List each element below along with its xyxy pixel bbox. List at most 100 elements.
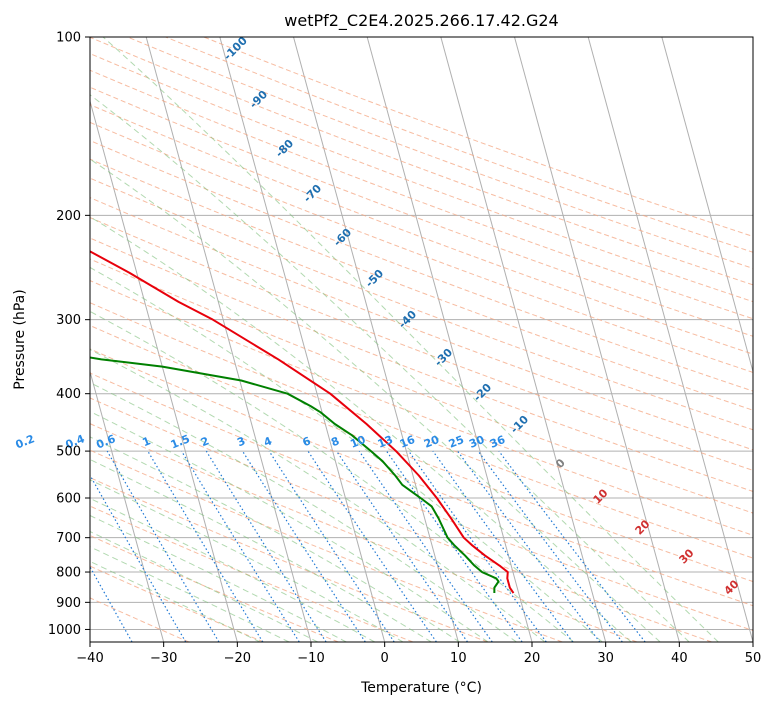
dry-adiabat bbox=[90, 597, 190, 642]
dry-adiabat bbox=[90, 280, 753, 536]
x-tick-label: 10 bbox=[450, 651, 467, 666]
mixing-ratio-line bbox=[457, 450, 601, 642]
mixing-ratio-line bbox=[336, 450, 468, 642]
moist-adiabat bbox=[90, 94, 690, 642]
mixing-ratio-label: 30 bbox=[467, 433, 486, 451]
mixing-ratio-line bbox=[147, 450, 264, 642]
dry-adiabat bbox=[90, 86, 753, 337]
y-axis-label: Pressure (hPa) bbox=[12, 289, 28, 389]
mixing-ratio-label: 16 bbox=[398, 433, 417, 451]
moist-adiabat-label: 10 bbox=[591, 486, 611, 506]
isotherm-line bbox=[440, 37, 607, 642]
isotherm-line bbox=[219, 37, 386, 642]
moist-adiabat bbox=[90, 410, 489, 642]
dry-adiabat bbox=[90, 477, 488, 642]
y-tick-label: 500 bbox=[56, 445, 81, 460]
mixing-ratio-line bbox=[0, 451, 82, 642]
y-tick-label: 400 bbox=[56, 387, 81, 402]
moist-adiabat bbox=[90, 310, 574, 642]
mixing-ratio-label: 0.6 bbox=[94, 432, 117, 451]
dewpoint-profile-line bbox=[90, 356, 500, 594]
isotherm-line bbox=[293, 37, 459, 642]
mixing-ratio-label: 4 bbox=[262, 434, 274, 449]
moist-adiabat-label: 0 bbox=[553, 456, 568, 471]
mixing-ratio-line bbox=[90, 565, 133, 642]
dry-adiabat bbox=[90, 397, 712, 642]
dry-adiabat bbox=[90, 258, 753, 514]
dry-adiabat bbox=[90, 37, 753, 286]
mixing-ratio-label: 36 bbox=[488, 433, 507, 451]
x-tick-label: −30 bbox=[150, 651, 177, 666]
moist-adiabat bbox=[90, 382, 517, 642]
dry-adiabat bbox=[90, 237, 753, 492]
dry-adiabat bbox=[90, 217, 753, 471]
dry-adiabat bbox=[90, 104, 753, 355]
grid-layer bbox=[90, 37, 753, 642]
dry-adiabat-label: -10 bbox=[508, 413, 531, 436]
mixing-ratio-line bbox=[106, 450, 220, 642]
dry-adiabat bbox=[90, 534, 339, 642]
y-tick-label: 800 bbox=[56, 566, 81, 581]
moist-adiabat bbox=[90, 560, 261, 642]
dry-adiabat-label: -20 bbox=[471, 381, 494, 404]
mixing-ratio-label: 20 bbox=[422, 433, 441, 451]
y-tick-label: 900 bbox=[56, 596, 81, 611]
y-tick-label: 1000 bbox=[48, 623, 81, 638]
mixing-ratio-line bbox=[205, 450, 327, 642]
x-tick-label: −10 bbox=[297, 651, 324, 666]
dry-adiabat-label: -40 bbox=[396, 308, 419, 331]
dry-adiabat bbox=[90, 449, 563, 642]
mixing-ratio-line bbox=[477, 450, 623, 642]
temperature-profile-line bbox=[90, 250, 515, 594]
x-tick-label: 0 bbox=[381, 651, 389, 666]
moist-adiabat bbox=[90, 216, 632, 642]
dry-adiabat bbox=[90, 348, 753, 607]
dry-adiabat-label: -70 bbox=[301, 182, 324, 205]
dry-adiabat bbox=[90, 324, 753, 583]
isotherm-line bbox=[514, 37, 680, 642]
dry-adiabat bbox=[90, 505, 414, 642]
x-tick-label: 50 bbox=[745, 651, 762, 666]
moist-adiabat bbox=[90, 514, 347, 642]
plot-frame bbox=[89, 36, 754, 643]
background-lines bbox=[0, 37, 753, 642]
mixing-ratio-label: 0.2 bbox=[14, 432, 37, 451]
dry-adiabat bbox=[90, 372, 753, 632]
dry-adiabat bbox=[127, 37, 753, 269]
y-tick-label: 100 bbox=[56, 31, 81, 46]
x-tick-label: −20 bbox=[224, 651, 251, 666]
moist-adiabat bbox=[102, 37, 719, 642]
moist-adiabat bbox=[90, 436, 460, 642]
x-tick-label: 40 bbox=[671, 651, 688, 666]
mixing-ratio-label: 3 bbox=[235, 434, 247, 449]
mixing-ratio-line bbox=[307, 450, 437, 642]
x-axis-label: Temperature (°C) bbox=[360, 680, 482, 696]
moist-adiabat bbox=[90, 458, 432, 642]
dry-adiabat bbox=[90, 69, 753, 320]
mixing-ratio-label: 1.5 bbox=[169, 432, 192, 451]
mixing-ratio-line bbox=[242, 450, 366, 642]
mixing-ratio-line bbox=[432, 450, 574, 642]
dry-adiabat bbox=[90, 53, 753, 303]
x-tick-label: −40 bbox=[76, 651, 103, 666]
dry-adiabat bbox=[90, 140, 753, 392]
y-tick-label: 300 bbox=[56, 313, 81, 328]
x-tick-label: 20 bbox=[524, 651, 541, 666]
axes: −40 −30 −20 −10 0 10 20 30 40 5010009008007006005… bbox=[48, 31, 761, 667]
y-tick-label: 700 bbox=[56, 531, 81, 546]
y-tick-label: 600 bbox=[56, 492, 81, 507]
isotherm-line bbox=[90, 369, 165, 642]
mixing-ratio-label: 8 bbox=[329, 434, 341, 449]
dry-adiabat-label: -80 bbox=[273, 137, 296, 160]
dry-adiabat bbox=[90, 121, 753, 373]
moist-adiabat bbox=[90, 479, 404, 642]
mixing-ratio-line bbox=[498, 450, 646, 642]
isotherm-line bbox=[587, 37, 753, 642]
mixing-ratio-label: 1 bbox=[141, 434, 153, 449]
mixing-ratio-label: 25 bbox=[447, 433, 466, 451]
mixing-ratio-line bbox=[181, 450, 300, 642]
mixing-ratio-line bbox=[268, 450, 395, 642]
series-layer bbox=[90, 250, 515, 594]
